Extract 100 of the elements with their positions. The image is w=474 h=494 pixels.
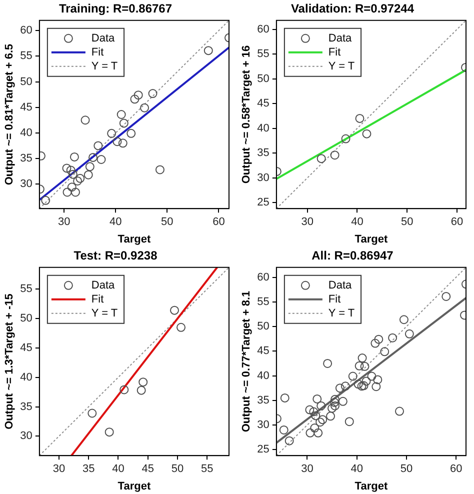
point (374, 334, 384, 344)
y-tick-label: 40 (257, 122, 270, 134)
point (380, 347, 390, 356)
point (372, 382, 381, 392)
point (388, 333, 398, 342)
y-tick-label: 55 (257, 48, 270, 60)
x-axis-title: Target (354, 233, 388, 246)
y-tick-label: 60 (257, 23, 270, 36)
chart-title: Test: R=0.9238 (74, 248, 158, 263)
point (140, 103, 150, 112)
legend-label: Fit (91, 46, 104, 58)
point (148, 89, 158, 98)
point (404, 329, 414, 338)
legend-label: Data (328, 279, 353, 292)
x-tick-label: 50 (401, 216, 414, 228)
y-tick-label: 40 (257, 370, 270, 382)
y-axis-title: Output ~= 0.58*Target + 16 (240, 45, 253, 184)
point (360, 362, 370, 371)
point (362, 129, 372, 138)
point (330, 150, 340, 160)
x-axis-title: Target (118, 480, 151, 492)
point (442, 292, 451, 301)
y-tick-label: 35 (20, 400, 32, 413)
point (119, 118, 128, 128)
y-tick-label: 35 (257, 147, 270, 160)
point (314, 428, 323, 438)
point (330, 401, 340, 410)
x-tick-label: 30 (301, 463, 314, 476)
point (88, 152, 98, 162)
point (67, 182, 76, 192)
y-tick-label: 45 (20, 342, 32, 354)
x-tick-label: 60 (212, 216, 225, 228)
point (373, 375, 382, 384)
point (348, 372, 358, 381)
y-tick-label: 30 (20, 430, 32, 442)
point (126, 128, 136, 138)
y-tick-label: 35 (257, 394, 270, 406)
point (104, 428, 114, 437)
point (112, 137, 122, 146)
point (309, 407, 318, 416)
point (341, 134, 350, 144)
chart-title: Validation: R=0.97244 (290, 2, 414, 16)
point (316, 154, 326, 164)
point (354, 361, 364, 370)
x-axis-title: Target (118, 233, 151, 246)
legend-label: Y = T (91, 307, 118, 320)
legend-label: Fit (328, 293, 341, 306)
point (354, 380, 363, 389)
point (280, 393, 290, 402)
x-tick-label: 45 (142, 463, 154, 476)
y-axis-title: Output ~= 1.3*Target + -15 (4, 294, 16, 430)
y-tick-label: 55 (20, 283, 32, 296)
chart-title: Training: R=0.86767 (58, 2, 172, 16)
point (359, 381, 368, 390)
legend-label: Y = T (328, 307, 355, 320)
point (155, 165, 164, 174)
point (310, 424, 320, 433)
x-tick-label: 60 (450, 216, 464, 228)
point (130, 94, 140, 104)
x-tick-label: 55 (200, 463, 214, 476)
y-tick-label: 55 (257, 296, 270, 308)
x-tick-label: 35 (82, 463, 95, 476)
x-tick-label: 40 (110, 216, 122, 228)
point (330, 394, 340, 404)
point (76, 174, 85, 183)
x-tick-label: 30 (58, 216, 70, 228)
point (66, 166, 76, 175)
point (367, 372, 376, 381)
y-tick-label: 35 (20, 152, 32, 165)
y-tick-label: 60 (257, 271, 270, 284)
y-tick-label: 55 (20, 50, 32, 62)
point (118, 138, 128, 148)
x-tick-label: 30 (52, 463, 66, 476)
legend-label: Data (91, 32, 116, 44)
point (62, 188, 72, 197)
point (84, 170, 93, 180)
x-tick-label: 40 (112, 463, 124, 476)
y-tick-label: 50 (20, 76, 32, 88)
point (311, 411, 320, 420)
point (357, 382, 366, 391)
point (344, 417, 354, 426)
y-tick-label: 25 (257, 444, 270, 456)
y-tick-label: 50 (257, 72, 270, 85)
x-tick-label: 60 (450, 463, 462, 476)
y-axis-title: Output ~= 0.81*Target + 6.5 (4, 44, 16, 186)
point (107, 128, 116, 138)
point (338, 396, 348, 406)
y-tick-label: 30 (257, 172, 270, 184)
chart-title: All: R=0.86947 (312, 248, 394, 263)
point (68, 170, 78, 179)
point (305, 405, 314, 414)
legend-label: Data (91, 279, 116, 292)
point (312, 394, 322, 404)
point (316, 418, 325, 427)
point (326, 412, 336, 421)
point (73, 176, 82, 186)
point (134, 90, 143, 100)
y-tick-label: 30 (20, 178, 32, 190)
legend-label: Y = T (91, 60, 118, 72)
y-tick-label: 45 (257, 98, 270, 110)
